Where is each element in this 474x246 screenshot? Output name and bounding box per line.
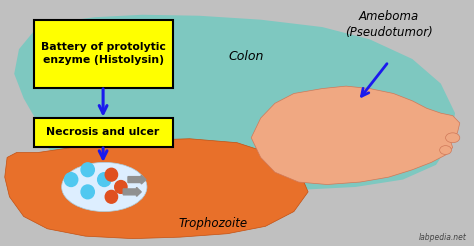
Text: Trophozoite: Trophozoite (179, 217, 248, 230)
Text: Colon: Colon (229, 50, 264, 63)
Text: labpedia.net: labpedia.net (419, 233, 467, 242)
FancyBboxPatch shape (34, 118, 173, 147)
Polygon shape (5, 139, 308, 239)
Circle shape (105, 168, 118, 181)
Text: Necrosis and ulcer: Necrosis and ulcer (46, 127, 160, 137)
Circle shape (81, 185, 94, 199)
FancyArrow shape (123, 187, 141, 196)
Polygon shape (251, 86, 460, 184)
Circle shape (64, 173, 78, 186)
Circle shape (98, 173, 111, 186)
Text: Battery of protolytic
enzyme (Histolysin): Battery of protolytic enzyme (Histolysin… (41, 42, 165, 65)
FancyArrow shape (128, 175, 146, 184)
Polygon shape (14, 15, 455, 189)
Ellipse shape (439, 146, 451, 154)
Text: Ameboma
(Pseudotumor): Ameboma (Pseudotumor) (345, 10, 433, 39)
FancyBboxPatch shape (34, 20, 173, 88)
Circle shape (105, 190, 118, 203)
Circle shape (81, 163, 94, 177)
Ellipse shape (62, 162, 147, 212)
Circle shape (115, 181, 127, 193)
Ellipse shape (446, 133, 460, 143)
